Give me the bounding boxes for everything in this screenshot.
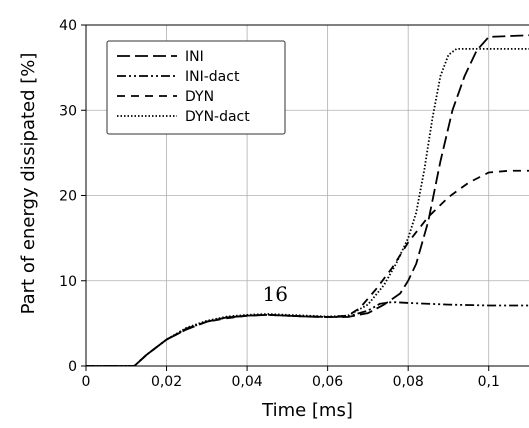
legend: INI INI-dact DYN DYN-dact	[106, 40, 286, 135]
legend-label-ini: INI	[185, 49, 204, 65]
y-tick-label: 10	[59, 274, 77, 290]
axes: 0 0,02 0,04 0,06 0,08 0,1 0 10 20 30 40	[59, 18, 529, 390]
x-tick-label: 0,02	[151, 374, 182, 390]
legend-label-dyn-dact: DYN-dact	[185, 109, 250, 125]
y-axis-label: Part of energy dissipated [%]	[18, 53, 39, 315]
x-tick-label: 0	[82, 374, 91, 390]
x-tick-label: 0,1	[478, 374, 500, 390]
y-tick-label: 20	[59, 189, 77, 205]
legend-label-ini-dact: INI-dact	[185, 69, 240, 85]
annotation-label: 16	[263, 282, 288, 306]
y-tick-label: 0	[68, 359, 77, 375]
x-tick-label: 0,06	[312, 374, 343, 390]
y-tick-label: 40	[59, 18, 77, 34]
legend-box	[106, 40, 286, 135]
x-tick-label: 0,04	[232, 374, 263, 390]
x-tick-label: 0,08	[393, 374, 424, 390]
series-group	[86, 34, 529, 366]
y-tick-label: 30	[59, 103, 77, 119]
legend-label-dyn: DYN	[185, 89, 214, 105]
series-line-dyn-dact	[86, 47, 529, 366]
series-line-ini-dact	[86, 301, 529, 366]
x-axis-label: Time [ms]	[261, 400, 353, 421]
series-line-dyn	[86, 169, 529, 366]
